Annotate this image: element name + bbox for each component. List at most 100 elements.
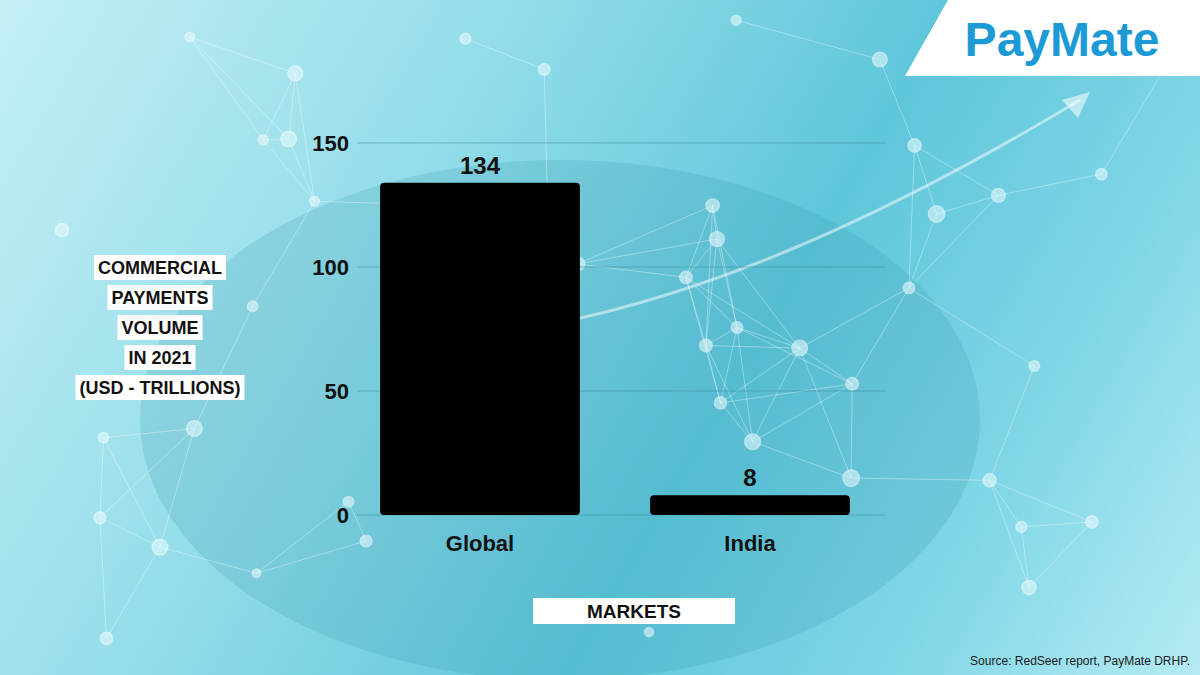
network-node <box>731 16 740 25</box>
network-link <box>160 428 194 547</box>
labels: 134 Global 8 India <box>446 152 777 556</box>
y-axis-title-line: PAYMENTS <box>111 288 208 308</box>
network-node <box>101 633 113 645</box>
network-node <box>360 535 371 546</box>
network-node <box>94 512 105 523</box>
network-link <box>915 145 937 214</box>
network-node <box>258 135 267 144</box>
network-node <box>873 52 887 66</box>
bar <box>380 183 580 515</box>
network-link <box>190 37 263 140</box>
network-node <box>1096 169 1107 180</box>
network-link <box>289 139 315 201</box>
network-link <box>194 306 252 428</box>
y-tick-label: 100 <box>312 255 349 280</box>
network-link <box>990 480 1092 522</box>
network-link <box>577 206 712 264</box>
network-node <box>732 322 743 333</box>
network-link <box>1029 522 1092 588</box>
network-link <box>720 348 799 403</box>
network-link <box>577 264 686 277</box>
network-link <box>852 288 909 384</box>
network-node <box>1029 361 1039 371</box>
network-link <box>737 327 800 348</box>
x-tick-label: Global <box>446 531 514 556</box>
network-node <box>248 302 258 312</box>
network-node <box>645 628 653 636</box>
network-node <box>700 340 712 352</box>
network-node <box>152 540 167 555</box>
network-link <box>909 214 937 288</box>
network-link <box>686 277 721 403</box>
network-link <box>466 39 545 70</box>
network-link <box>190 37 296 74</box>
network-link <box>100 518 107 639</box>
network-link <box>257 502 349 574</box>
logo: PayMate <box>905 0 1200 76</box>
network-link <box>909 145 915 287</box>
network-link <box>190 37 289 139</box>
source-note: Source: RedSeer report, PayMate DRHP. <box>970 654 1190 668</box>
background-shade <box>140 160 980 675</box>
x-axis-title-box <box>533 598 735 624</box>
network-node <box>288 66 302 80</box>
network-link <box>706 206 713 346</box>
network-link <box>753 442 851 478</box>
network-link <box>160 547 257 573</box>
network-link <box>706 346 753 442</box>
network-node <box>904 283 915 294</box>
bar <box>650 495 850 515</box>
logo-box <box>905 0 1200 76</box>
x-tick-label: India <box>724 531 776 556</box>
network-node <box>706 199 719 212</box>
network-link <box>998 174 1101 195</box>
y-tick-label: 150 <box>312 131 349 156</box>
y-axis-title-box <box>107 285 212 310</box>
network-link <box>737 327 852 383</box>
network-link <box>990 366 1035 480</box>
network-link <box>706 346 800 349</box>
chart-canvas: 0 50 100 150 134 Global 8 India MARKETS COMMERCIA… <box>0 0 1200 675</box>
y-tick-label: 50 <box>325 379 349 404</box>
network-link <box>1021 522 1092 527</box>
y-axis-title: COMMERCIALPAYMENTSVOLUMEIN 2021(USD - TR… <box>76 255 245 400</box>
network-node <box>843 470 859 486</box>
network-link <box>800 348 853 384</box>
network-link <box>100 518 160 547</box>
background-network <box>56 16 1179 675</box>
network-link <box>800 348 851 478</box>
y-tick-label: 0 <box>337 503 349 528</box>
network-link <box>706 239 717 346</box>
network-node <box>185 32 194 41</box>
y-axis-title-box <box>94 255 226 280</box>
y-axis-title-line: IN 2021 <box>128 348 191 368</box>
bars <box>380 183 850 515</box>
data-label: 134 <box>460 152 501 179</box>
decor-arrowhead <box>1062 92 1090 118</box>
network-node <box>745 434 760 449</box>
network-node <box>929 206 945 222</box>
network-node <box>460 34 470 44</box>
network-link <box>736 20 880 59</box>
network-node <box>56 224 69 237</box>
network-link <box>577 239 717 264</box>
grid-line <box>357 143 885 144</box>
network-node <box>710 232 724 246</box>
network-link <box>990 480 1029 587</box>
network-node <box>1086 516 1098 528</box>
y-axis-title-box <box>76 375 245 400</box>
network-node <box>253 569 261 577</box>
network-node <box>680 271 692 283</box>
network-node <box>1016 522 1026 532</box>
network-node <box>983 474 996 487</box>
data-label: 8 <box>743 464 756 491</box>
x-axis-title-text: MARKETS <box>587 601 681 622</box>
network-node <box>846 378 858 390</box>
network-link <box>851 478 989 480</box>
y-axis-title-line: COMMERCIAL <box>98 258 222 278</box>
network-node <box>99 433 109 443</box>
logo-text: PayMate <box>965 13 1160 66</box>
network-node <box>1022 581 1035 594</box>
y-axis-title-line: VOLUME <box>121 318 198 338</box>
network-node <box>187 421 202 436</box>
